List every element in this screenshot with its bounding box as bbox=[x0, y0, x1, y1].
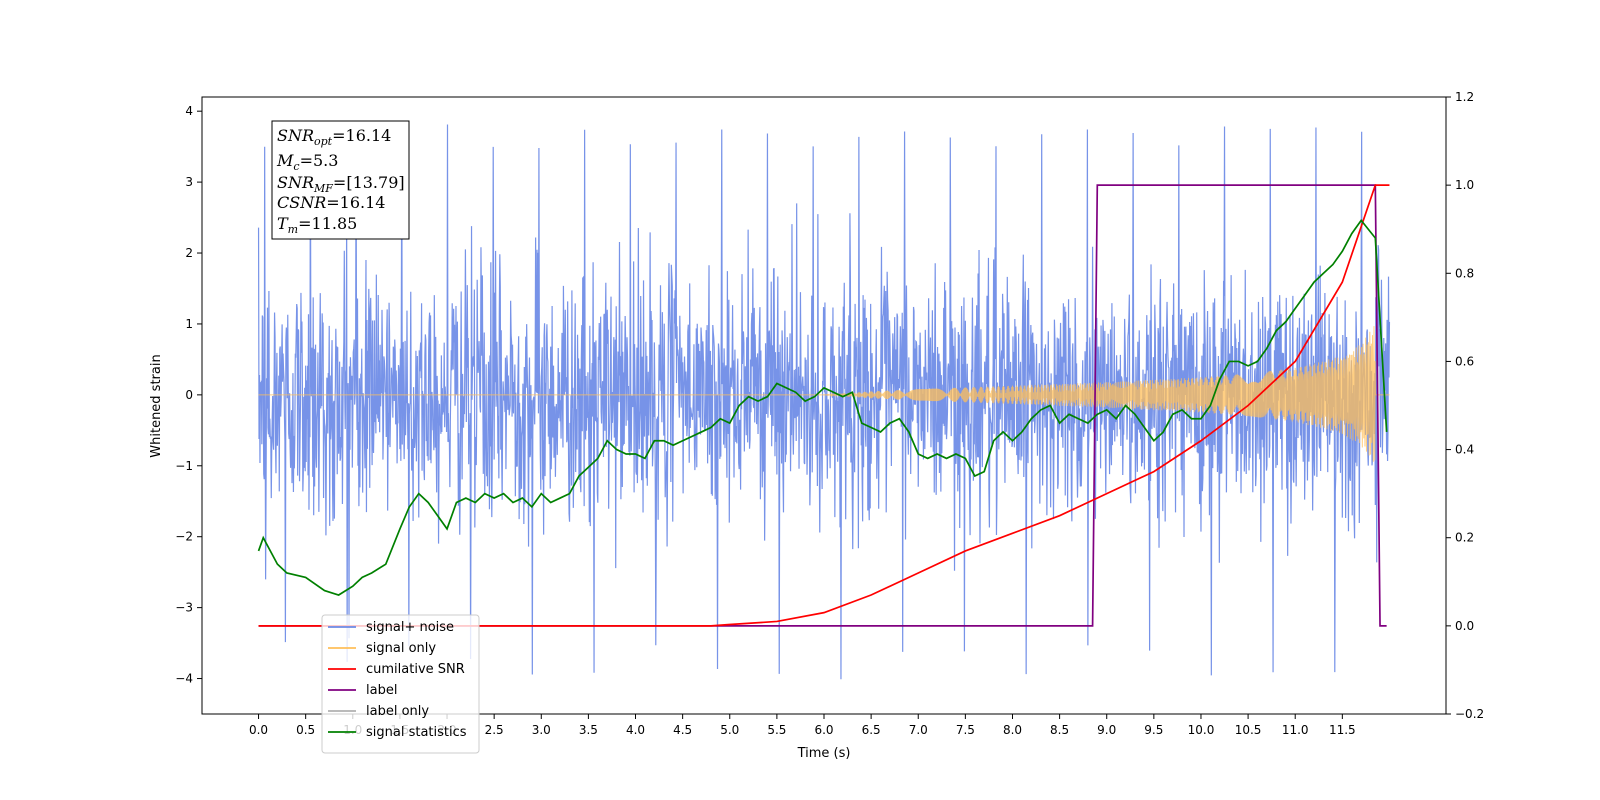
x-tick-label: 5.5 bbox=[767, 723, 786, 737]
y-axis-label: Whitened strain bbox=[149, 354, 164, 457]
x-tick-label: 9.5 bbox=[1144, 723, 1163, 737]
y-right-tick-label: 1.2 bbox=[1455, 90, 1474, 104]
legend-frame bbox=[321, 614, 480, 754]
x-tick-label: 2.5 bbox=[485, 723, 504, 737]
x-tick-label: 6.0 bbox=[814, 723, 833, 737]
y-right-tick-label: −0.2 bbox=[1455, 707, 1484, 721]
x-tick-label: 10.5 bbox=[1235, 723, 1262, 737]
x-tick-label: 11.0 bbox=[1282, 723, 1309, 737]
x-tick-label: 11.5 bbox=[1329, 723, 1356, 737]
series-label-line bbox=[258, 184, 1387, 627]
y-left-tick-label: 4 bbox=[185, 104, 193, 118]
x-tick-label: 8.0 bbox=[1003, 723, 1022, 737]
x-axis-label: Time (s) bbox=[797, 746, 851, 761]
x-tick-label: 5.0 bbox=[720, 723, 739, 737]
x-tick-label: 6.5 bbox=[862, 723, 881, 737]
annotation-tm: Tm=11.85 bbox=[277, 214, 357, 236]
x-tick-label: 3.0 bbox=[532, 723, 551, 737]
y-left-tick-label: −4 bbox=[175, 672, 193, 686]
y-left-tick-label: −3 bbox=[175, 601, 193, 615]
x-tick-label: 10.0 bbox=[1188, 723, 1215, 737]
y-left-tick-label: −1 bbox=[175, 459, 193, 473]
x-tick-label: 4.5 bbox=[673, 723, 692, 737]
annotation-snr-mf: SNRMF=[13.79] bbox=[277, 173, 405, 195]
x-tick-label: 0.5 bbox=[296, 723, 315, 737]
legend-entry-label: signal+ noise bbox=[366, 620, 454, 635]
y-left-tick-label: 3 bbox=[185, 175, 193, 189]
x-tick-label: 8.5 bbox=[1050, 723, 1069, 737]
legend-entry-label: label bbox=[366, 683, 397, 698]
y-right-tick-label: 0.6 bbox=[1455, 354, 1474, 368]
legend-entry-label: signal only bbox=[366, 641, 436, 656]
y-right-tick-label: 0.8 bbox=[1455, 266, 1474, 280]
x-tick-label: 9.0 bbox=[1097, 723, 1116, 737]
annotation-frame bbox=[271, 120, 410, 240]
y-right-tick-label: 0.4 bbox=[1455, 443, 1474, 457]
annotation-box: SNRopt=16.14 Mc=5.3 SNRMF=[13.79] CSNR=1… bbox=[271, 120, 410, 240]
series-signal-noise-line bbox=[257, 124, 1391, 680]
plot-area bbox=[257, 124, 1391, 680]
y-right-tick-label: 0.0 bbox=[1455, 619, 1474, 633]
legend-entry-label: cumilative SNR bbox=[366, 662, 465, 677]
annotation-csnr: CSNR=16.14 bbox=[277, 193, 385, 212]
annotation-snr-opt: SNRopt=16.14 bbox=[277, 126, 391, 148]
legend-entry-label: signal statistics bbox=[366, 725, 467, 740]
series-signal-statistics-line bbox=[257, 218, 1388, 596]
x-tick-label: 4.0 bbox=[626, 723, 645, 737]
x-tick-label: 0.0 bbox=[249, 723, 268, 737]
x-tick-label: 3.5 bbox=[579, 723, 598, 737]
y-left-tick-label: 2 bbox=[185, 246, 193, 260]
y-right-tick-label: 0.2 bbox=[1455, 531, 1474, 545]
x-tick-label: 7.0 bbox=[909, 723, 928, 737]
y-left-tick-label: 1 bbox=[185, 317, 193, 331]
series-cumulative-snr-line bbox=[258, 184, 1390, 627]
y-left-tick-label: 0 bbox=[185, 388, 193, 402]
y-right-tick-label: 1.0 bbox=[1455, 178, 1474, 192]
x-tick-label: 7.5 bbox=[956, 723, 975, 737]
series-signal-only-line bbox=[258, 326, 1390, 462]
axes: 0.00.51.01.52.02.53.03.54.04.55.05.56.06… bbox=[175, 90, 1484, 737]
annotation-mc: Mc=5.3 bbox=[276, 151, 338, 173]
legend-entry-label: label only bbox=[366, 704, 429, 719]
y-left-tick-label: −2 bbox=[175, 530, 193, 544]
legend: signal+ noise signal only cumilative SNR la… bbox=[321, 614, 480, 754]
